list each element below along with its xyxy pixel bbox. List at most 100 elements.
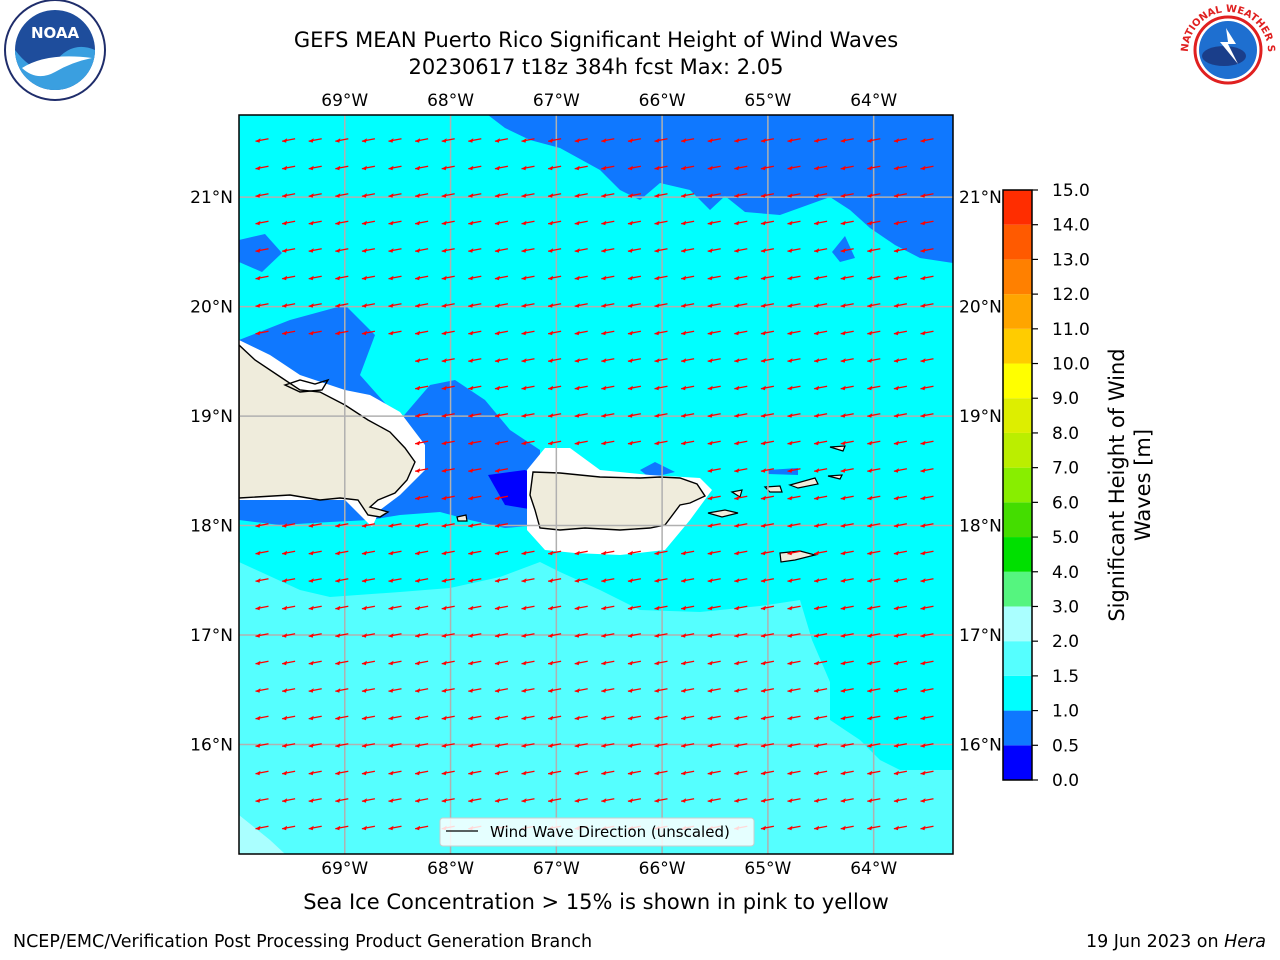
land-st-john (788, 477, 819, 489)
wave-direction-arrow (281, 193, 296, 198)
wave-direction-arrow (547, 660, 562, 666)
wave-direction-arrow (840, 248, 854, 253)
wave-direction-arrow (441, 660, 455, 666)
wave-direction-arrow (893, 248, 908, 253)
lat-tick-label-right: 16°N (959, 736, 1002, 756)
wave-direction-arrow (308, 660, 322, 666)
colorbar-tick-label: 1.0 (1052, 702, 1079, 722)
colorbar-tick-label: 1.5 (1052, 667, 1079, 687)
wave-direction-arrow (255, 770, 269, 776)
wave-direction-arrow (627, 440, 642, 446)
arrow-legend-label: Wind Wave Direction (unscaled) (490, 823, 730, 841)
wave-direction-arrow (893, 138, 908, 143)
wave-direction-arrow (361, 633, 376, 638)
wave-direction-arrow (521, 413, 535, 418)
wave-direction-arrow (601, 633, 615, 638)
wave-direction-arrow (813, 468, 828, 473)
wave-direction-arrow (574, 248, 588, 253)
wave-direction-arrow (760, 193, 775, 198)
wave-direction-arrow (920, 578, 934, 583)
wave-direction-arrow (680, 358, 695, 363)
wave-direction-arrow (521, 578, 535, 583)
wave-direction-arrow (414, 688, 429, 693)
colorbar-segment (1003, 571, 1032, 607)
wave-direction-arrow (361, 248, 376, 253)
lat-tick-label-left: 18°N (190, 517, 233, 537)
lon-tick-label-bottom: 65°W (744, 859, 791, 879)
wave-direction-arrow (308, 303, 322, 308)
wave-direction-arrow (414, 358, 429, 363)
wave-direction-arrow (414, 798, 429, 803)
wave-direction-arrow (867, 523, 881, 528)
wave-direction-arrow (574, 605, 588, 611)
wave-direction-arrow (335, 743, 349, 748)
wave-direction-arrow (867, 468, 881, 473)
wave-direction-arrow (787, 743, 801, 748)
colorbar-tick-label: 13.0 (1052, 250, 1090, 270)
wave-direction-arrow (414, 770, 429, 776)
wave-direction-arrow (547, 770, 562, 776)
wave-direction-arrow (654, 440, 668, 446)
wave-direction-arrow (787, 578, 801, 583)
colorbar-tick-label: 2.0 (1052, 632, 1079, 652)
wave-field-0p5-1-pr-east (640, 462, 675, 478)
wave-direction-arrow (654, 770, 668, 776)
wave-direction-arrow (867, 825, 881, 831)
wave-direction-arrow (707, 495, 721, 501)
wave-direction-arrow (734, 385, 748, 391)
wave-direction-arrow (388, 330, 402, 336)
lon-tick-label-bottom: 68°W (427, 859, 474, 879)
wave-direction-arrow (388, 165, 402, 171)
wave-direction-arrow (734, 468, 748, 473)
wave-direction-arrow (361, 220, 376, 226)
wave-direction-arrow (281, 798, 296, 803)
wave-direction-arrow (707, 440, 721, 446)
colorbar-segment (1003, 641, 1032, 676)
wave-direction-arrow (388, 743, 402, 748)
wave-direction-arrow (574, 220, 588, 226)
wave-direction-arrow (281, 770, 296, 776)
colorbar-segment (1003, 606, 1032, 642)
wave-direction-arrow (627, 193, 642, 198)
wave-field-1p5-2-se (880, 785, 953, 854)
wave-direction-arrow (468, 523, 482, 528)
colorbar-segment (1003, 432, 1032, 468)
wave-direction-arrow (494, 798, 509, 803)
colorbar-segment (1003, 294, 1032, 329)
wave-direction-arrow (760, 165, 775, 171)
wave-direction-arrow (441, 688, 455, 693)
wave-direction-arrow (601, 743, 615, 748)
wave-direction-arrow (734, 743, 748, 748)
lat-tick-label-right: 21°N (959, 188, 1002, 208)
wave-direction-arrow (760, 275, 775, 281)
wave-direction-arrow (920, 550, 934, 556)
wave-direction-arrow (441, 495, 455, 501)
wave-direction-arrow (680, 165, 695, 171)
wave-direction-arrow (654, 605, 668, 611)
wave-direction-arrow (308, 138, 322, 143)
wave-direction-arrow (255, 248, 269, 253)
wave-direction-arrow (680, 303, 695, 308)
wave-direction-arrow (601, 605, 615, 611)
wave-direction-arrow (281, 523, 296, 528)
wave-direction-arrow (734, 275, 748, 281)
wave-field-2-3 (239, 815, 285, 854)
wave-direction-arrow (494, 715, 509, 721)
wave-direction-arrow (601, 385, 615, 391)
wave-direction-arrow (627, 275, 642, 281)
wave-direction-arrow (281, 165, 296, 171)
wave-direction-arrow (388, 798, 402, 803)
wave-direction-arrow (813, 138, 828, 143)
wave-direction-arrow (388, 715, 402, 721)
map-plot-area (239, 115, 953, 854)
wave-direction-arrow (388, 303, 402, 308)
wave-direction-arrow (654, 165, 668, 171)
wave-direction-arrow (680, 220, 695, 226)
colorbar-tick-label: 6.0 (1052, 493, 1079, 513)
wave-direction-arrow (601, 660, 615, 666)
wave-direction-arrow (893, 165, 908, 171)
wave-direction-arrow (335, 770, 349, 776)
colorbar: 0.0 0.5 1.0 1.5 2.0 3.0 4.0 5.0 6.0 7.0 8.0 9.0 10.0… (1002, 181, 1090, 791)
wave-direction-arrow (547, 440, 562, 446)
wave-direction-arrow (654, 660, 668, 666)
